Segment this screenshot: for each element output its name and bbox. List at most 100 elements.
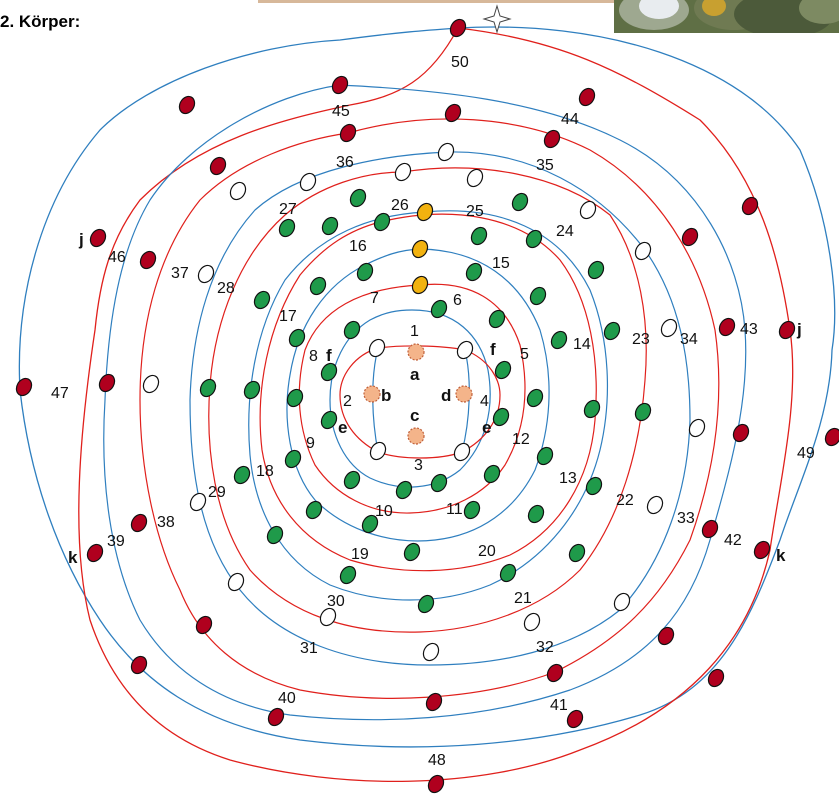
- red-bead: [425, 692, 443, 712]
- blue-thread-outer: [18, 26, 836, 748]
- green-bead: [430, 473, 448, 493]
- green-bead: [243, 380, 261, 400]
- peach-bead: [407, 427, 425, 445]
- red-bead: [753, 540, 771, 560]
- bead-letter-label: a: [410, 365, 420, 384]
- step-number-label: 23: [632, 331, 650, 348]
- gold-bead: [411, 275, 429, 295]
- open-bead: [422, 642, 440, 662]
- bead-letter-label: j: [796, 320, 802, 339]
- red-bead: [98, 373, 116, 393]
- green-bead: [583, 399, 601, 419]
- step-number-label: 3: [414, 457, 423, 474]
- green-bead: [463, 500, 481, 520]
- green-bead: [395, 480, 413, 500]
- bead-letter-label: k: [68, 548, 78, 567]
- step-number-label: 34: [680, 331, 698, 348]
- step-number-label: 33: [677, 510, 695, 527]
- red-bead: [718, 317, 736, 337]
- green-bead: [253, 290, 271, 310]
- green-bead: [634, 402, 652, 422]
- red-bead: [89, 228, 107, 248]
- step-number-label: 2: [343, 393, 352, 410]
- step-number-label: 13: [559, 470, 577, 487]
- red-bead: [578, 87, 596, 107]
- bead-letter-label: f: [326, 346, 332, 365]
- step-number-label: 36: [336, 154, 354, 171]
- open-bead: [368, 338, 386, 358]
- open-bead: [394, 162, 412, 182]
- step-number-label: 32: [536, 639, 554, 656]
- green-bead: [417, 594, 435, 614]
- page-title: 2. Körper:: [0, 12, 81, 31]
- green-bead: [343, 470, 361, 490]
- step-number-label: 5: [520, 346, 529, 363]
- step-number-label: 21: [514, 590, 532, 607]
- red-bead: [657, 626, 675, 646]
- green-bead: [550, 330, 568, 350]
- red-bead: [331, 75, 349, 95]
- green-bead: [488, 309, 506, 329]
- green-bead: [288, 328, 306, 348]
- green-bead: [356, 262, 374, 282]
- open-bead: [369, 441, 387, 461]
- green-bead: [233, 465, 251, 485]
- green-bead: [465, 262, 483, 282]
- red-bead: [707, 668, 725, 688]
- green-bead: [309, 276, 327, 296]
- step-number-label: 27: [279, 201, 297, 218]
- red-bead: [339, 123, 357, 143]
- open-bead: [646, 495, 664, 515]
- green-bead: [286, 388, 304, 408]
- open-bead: [227, 572, 245, 592]
- step-number-label: 39: [107, 533, 125, 550]
- red-bead: [86, 543, 104, 563]
- green-bead: [529, 286, 547, 306]
- open-bead: [229, 181, 247, 201]
- open-bead: [299, 172, 317, 192]
- red-bead: [741, 196, 759, 216]
- red-bead: [139, 250, 157, 270]
- red-bead: [701, 519, 719, 539]
- green-bead: [343, 320, 361, 340]
- bead-letter-label: j: [78, 230, 84, 249]
- blue-thread-ring-5: [286, 248, 550, 542]
- step-number-label: 44: [561, 111, 579, 128]
- red-bead: [130, 513, 148, 533]
- green-bead: [494, 360, 512, 380]
- step-number-label: 7: [370, 290, 379, 307]
- step-number-label: 31: [300, 640, 318, 657]
- green-bead: [339, 565, 357, 585]
- bead-photo-thumbnail: [614, 0, 839, 33]
- step-number-label: 10: [375, 503, 393, 520]
- green-bead: [403, 542, 421, 562]
- step-number-label: 46: [108, 249, 126, 266]
- step-number-label: 50: [451, 54, 469, 71]
- blue-thread-ring-6: [329, 309, 491, 488]
- peach-bead: [407, 343, 425, 361]
- step-number-label: 24: [556, 223, 574, 240]
- step-number-label: 28: [217, 280, 235, 297]
- blue-thread-ring-2: [103, 84, 747, 721]
- red-bead: [178, 95, 196, 115]
- red-bead: [546, 663, 564, 683]
- start-star-icon: [482, 4, 512, 34]
- blue-thread-ring-3: [189, 151, 691, 666]
- step-number-label: 42: [724, 532, 742, 549]
- green-bead: [511, 192, 529, 212]
- green-bead: [536, 446, 554, 466]
- step-number-label: 43: [740, 321, 758, 338]
- open-bead: [613, 592, 631, 612]
- step-number-label: 16: [349, 238, 367, 255]
- green-bead: [470, 226, 488, 246]
- open-bead: [453, 442, 471, 462]
- step-number-label: 8: [309, 348, 318, 365]
- green-bead: [284, 449, 302, 469]
- red-bead: [195, 615, 213, 635]
- open-bead: [319, 607, 337, 627]
- green-bead: [321, 216, 339, 236]
- bead-letter-label: d: [441, 386, 451, 405]
- green-bead: [568, 543, 586, 563]
- open-bead: [523, 612, 541, 632]
